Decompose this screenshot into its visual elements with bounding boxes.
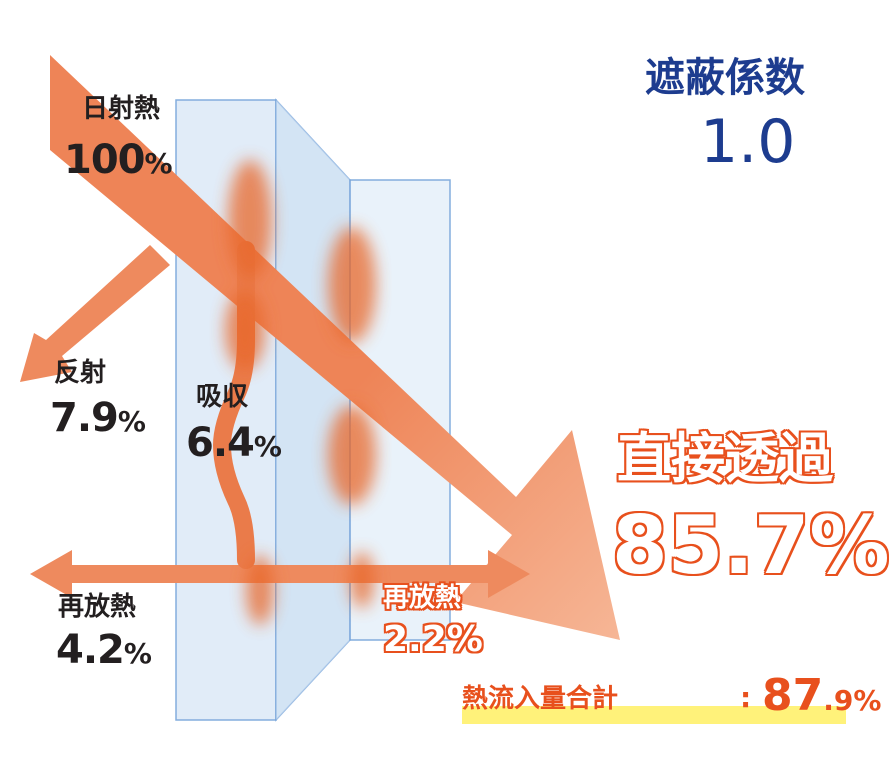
reradiation-inside-value: 2.2% [382, 619, 484, 660]
shading-coefficient-value: 1.0 [700, 107, 796, 177]
reradiation-outside-unit: % [123, 637, 152, 670]
absorption-label: 吸収 [196, 382, 249, 412]
reradiation-inside-label: 再放熱 [382, 583, 462, 613]
absorption-number: 6.4 [186, 420, 255, 466]
reflection-arrow [20, 245, 170, 382]
total-heat-inflow-value: 87.9% [762, 674, 881, 718]
direct-transmission-unit: % [808, 499, 890, 592]
direct-transmission-arrow [50, 55, 620, 640]
total-heat-inflow-separator: : [740, 681, 752, 714]
total-heat-inflow-int: 87 [762, 670, 824, 721]
total-heat-inflow-dec: .9 [823, 684, 854, 717]
absorption-unit: % [253, 430, 282, 463]
reflection-label: 反射 [54, 358, 107, 388]
shading-coefficient-label: 遮蔽係数 [645, 55, 805, 101]
total-highlight-bar [462, 706, 846, 724]
direct-transmission-number: 85.7 [611, 499, 810, 592]
direct-transmission-value: 85.7% [611, 505, 891, 587]
heat-glow [225, 160, 376, 625]
reradiation-outside-value: 4.2% [56, 627, 152, 673]
direct-transmission-label: 直接透過 [616, 427, 834, 490]
reflection-unit: % [117, 405, 146, 438]
reflection-value: 7.9% [50, 395, 146, 441]
solar-heat-label: 日射熱 [82, 94, 161, 124]
solar-heat-number: 100 [64, 137, 145, 183]
absorption-path [212, 241, 255, 569]
reradiation-outside-number: 4.2 [56, 627, 125, 673]
total-heat-inflow-label: 熱流入量合計 [462, 684, 619, 714]
total-heat-inflow-unit: % [853, 684, 882, 717]
solar-heat-unit: % [144, 147, 173, 180]
absorption-value: 6.4% [186, 420, 282, 466]
solar-heat-value: 100% [64, 137, 173, 183]
reradiation-inside-unit: % [446, 619, 484, 660]
reflection-number: 7.9 [50, 395, 119, 441]
reradiation-outside-label: 再放熱 [58, 592, 137, 622]
reradiation-arrow [30, 550, 530, 598]
reradiation-inside-number: 2.2 [382, 619, 448, 660]
